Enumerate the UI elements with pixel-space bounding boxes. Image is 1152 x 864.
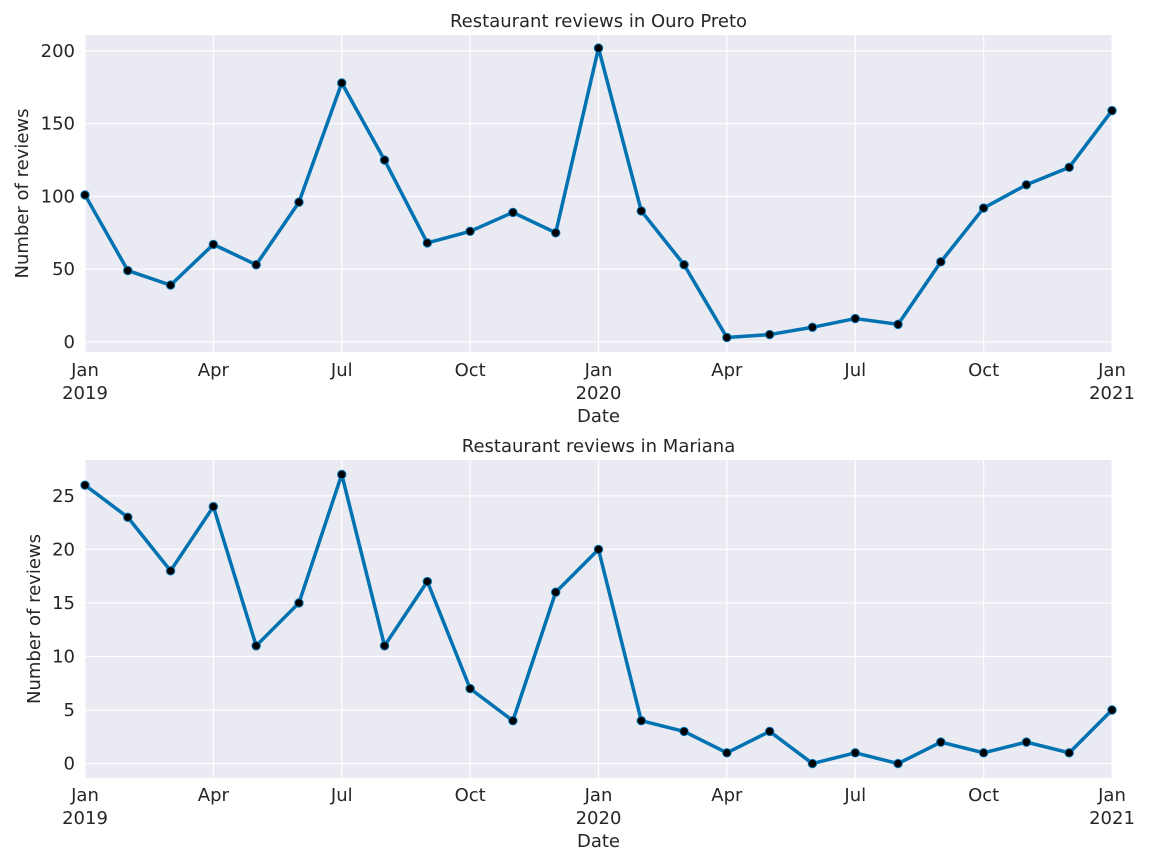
- x-tick-label: Oct: [455, 360, 486, 381]
- y-tick-label: 10: [52, 646, 75, 667]
- data-point: [636, 716, 646, 726]
- y-axis-label: Number of reviews: [12, 108, 33, 278]
- data-point: [679, 260, 689, 270]
- data-point: [422, 238, 433, 248]
- data-point: [850, 313, 860, 324]
- data-point: [1107, 705, 1117, 715]
- data-point: [379, 641, 390, 651]
- y-tick-label: 25: [52, 486, 75, 507]
- x-tick-label: Jan: [584, 785, 613, 806]
- data-point: [165, 566, 176, 576]
- data-point: [508, 207, 518, 218]
- data-point: [251, 641, 261, 651]
- x-axis-label: Date: [577, 831, 620, 852]
- x-tick-year-label: 2019: [62, 383, 108, 404]
- x-tick-label: Jul: [843, 360, 866, 381]
- data-point: [936, 737, 946, 747]
- data-point: [893, 758, 903, 769]
- y-tick-label: 0: [64, 754, 75, 775]
- y-tick-label: 200: [41, 41, 75, 62]
- data-point: [208, 239, 219, 250]
- data-point: [1021, 737, 1032, 747]
- x-tick-label: Jan: [70, 360, 99, 381]
- data-point: [1107, 105, 1117, 116]
- x-tick-label: Jan: [1097, 785, 1126, 806]
- data-point: [807, 322, 818, 332]
- x-tick-label: Jan: [70, 785, 99, 806]
- data-point: [551, 587, 561, 597]
- data-point: [294, 197, 304, 207]
- data-point: [551, 228, 561, 238]
- data-point: [1064, 748, 1074, 758]
- data-point: [80, 190, 90, 200]
- data-point: [80, 480, 90, 490]
- data-point: [850, 748, 860, 758]
- x-tick-label: Oct: [968, 360, 999, 381]
- data-point: [593, 43, 604, 53]
- y-tick-label: 0: [64, 332, 75, 353]
- y-axis-label: Number of reviews: [24, 534, 45, 704]
- x-tick-label: Apr: [198, 785, 230, 806]
- data-point: [379, 155, 390, 165]
- data-point: [722, 332, 732, 343]
- data-point: [251, 260, 261, 270]
- data-point: [123, 512, 133, 522]
- data-point: [807, 758, 818, 769]
- data-point: [465, 683, 475, 694]
- x-tick-label: Apr: [711, 785, 743, 806]
- x-tick-year-label: 2019: [62, 808, 108, 829]
- x-tick-label: Jan: [1097, 360, 1126, 381]
- x-tick-label: Oct: [968, 785, 999, 806]
- data-point: [978, 748, 989, 758]
- x-axis-label: Date: [577, 406, 620, 427]
- y-tick-label: 5: [64, 700, 75, 721]
- x-tick-label: Jul: [843, 785, 866, 806]
- x-tick-year-label: 2020: [576, 383, 622, 404]
- x-tick-label: Jan: [584, 360, 613, 381]
- y-tick-label: 20: [52, 539, 75, 560]
- y-tick-label: 100: [41, 186, 75, 207]
- data-point: [1064, 162, 1074, 173]
- data-point: [294, 598, 304, 608]
- data-point: [422, 576, 433, 587]
- x-tick-label: Jul: [330, 785, 353, 806]
- data-point: [978, 203, 989, 213]
- data-point: [465, 226, 475, 237]
- x-tick-label: Apr: [711, 360, 743, 381]
- data-point: [1021, 180, 1032, 190]
- data-point: [936, 257, 946, 267]
- chart-title: Restaurant reviews in Ouro Preto: [450, 11, 747, 32]
- x-tick-label: Jul: [330, 360, 353, 381]
- x-tick-label: Apr: [198, 360, 230, 381]
- data-point: [508, 716, 518, 726]
- y-tick-label: 50: [52, 259, 75, 280]
- data-point: [679, 726, 689, 737]
- data-point: [636, 206, 646, 216]
- x-tick-label: Oct: [455, 785, 486, 806]
- data-point: [764, 329, 775, 340]
- data-point: [337, 469, 347, 480]
- data-point: [593, 544, 604, 555]
- y-tick-label: 150: [41, 114, 75, 135]
- data-point: [165, 280, 176, 290]
- y-tick-label: 15: [52, 593, 75, 614]
- data-point: [722, 748, 732, 758]
- data-point: [123, 265, 133, 276]
- x-tick-year-label: 2021: [1089, 808, 1135, 829]
- data-point: [208, 501, 219, 512]
- data-point: [893, 319, 903, 330]
- x-tick-year-label: 2021: [1089, 383, 1135, 404]
- data-point: [764, 726, 775, 737]
- x-tick-year-label: 2020: [576, 808, 622, 829]
- chart-title: Restaurant reviews in Mariana: [462, 436, 735, 457]
- data-point: [337, 78, 347, 88]
